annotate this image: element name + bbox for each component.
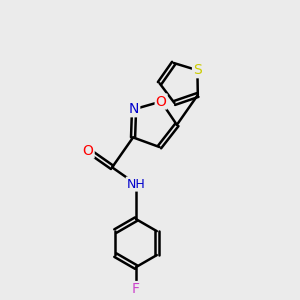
Text: S: S: [193, 63, 202, 77]
Text: F: F: [132, 282, 140, 296]
Text: NH: NH: [127, 178, 146, 190]
Text: N: N: [129, 102, 139, 116]
Text: O: O: [83, 144, 94, 158]
Text: O: O: [156, 94, 167, 109]
